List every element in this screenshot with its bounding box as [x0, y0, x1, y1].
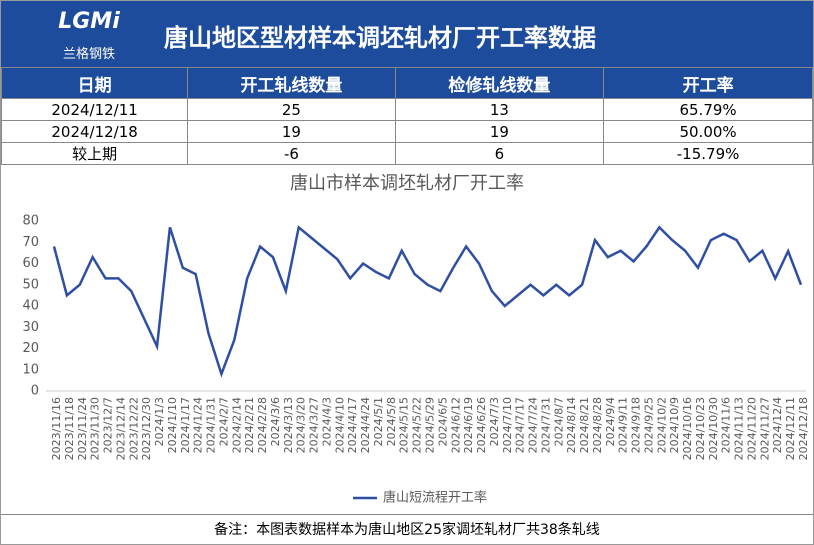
- y-tick-label: 40: [22, 299, 39, 314]
- x-tick-label: 2024/3/13: [282, 397, 295, 453]
- y-tick-label: 30: [22, 320, 39, 335]
- x-tick-label: 2024/5/22: [411, 397, 424, 453]
- cell: 19: [394, 120, 605, 143]
- x-tick-label: 2024/10/2: [655, 397, 668, 453]
- cell: 25: [187, 98, 396, 121]
- x-tick-label: 2023/11/16: [50, 397, 63, 460]
- x-tick-label: 2024/5/29: [424, 397, 437, 453]
- x-tick-label: 2024/12/11: [784, 397, 797, 460]
- x-tick-label: 2024/11/20: [745, 397, 758, 460]
- x-tick-label: 2024/8/21: [578, 397, 591, 453]
- x-tick-label: 2023/12/7: [102, 397, 115, 453]
- line: [52, 225, 803, 378]
- cell: 2024/12/11: [1, 98, 189, 121]
- y-tick-label: 80: [22, 214, 39, 229]
- x-tick-label: 2024/4/17: [346, 397, 359, 453]
- x-tick-label: 2024/1/17: [179, 397, 192, 453]
- note: 备注：本图表数据样本为唐山地区25家调坯轧材厂共38条轧线: [1, 514, 813, 544]
- x-tick-label: 2024/2/28: [256, 397, 269, 453]
- x-tick-label: 2024/11/13: [733, 397, 746, 460]
- x-tick-label: 2024/6/12: [449, 397, 462, 453]
- column-header: 开工率: [603, 67, 813, 99]
- y-tick-label: 0: [31, 384, 39, 399]
- x-tick-label: 2024/1/24: [192, 397, 205, 453]
- cell: 65.79%: [603, 98, 813, 121]
- cell: -6: [187, 142, 396, 165]
- x-tick-label: 2024/10/16: [681, 397, 694, 460]
- x-tick-label: 2024/3/6: [269, 397, 282, 446]
- header: LGMi 兰格钢铁 唐山地区型材样本调坯轧材厂开工率数据: [1, 1, 813, 67]
- x-tick-label: 2024/9/4: [604, 397, 617, 446]
- y-tick-label: 60: [22, 256, 39, 271]
- x-tick-label: 2023/11/24: [76, 397, 89, 460]
- x-tick-label: 2024/1/31: [205, 397, 218, 453]
- logo: LGMi: [58, 9, 120, 34]
- x-tick-label: 2024/12/18: [797, 397, 810, 460]
- x-tick-label: 2024/1/3: [153, 397, 166, 446]
- x-tick-label: 2024/1/10: [166, 397, 179, 453]
- x-tick-label: 2024/8/14: [565, 397, 578, 453]
- x-tick-label: 2023/11/30: [89, 397, 102, 460]
- x-tick-label: 2024/4/3: [320, 397, 333, 446]
- x-tick-label: 2023/12/22: [127, 397, 140, 460]
- x-tick-label: 2024/7/24: [527, 397, 540, 453]
- x-tick-label: 2024/7/17: [514, 397, 527, 453]
- page-title: 唐山地区型材样本调坯轧材厂开工率数据: [164, 24, 596, 52]
- cell: 13: [394, 98, 605, 121]
- cell: 2024/12/18: [1, 120, 189, 143]
- x-tick-label: 2024/2/7: [217, 397, 230, 446]
- cell: 6: [394, 142, 605, 165]
- x-tick-label: 2024/4/24: [359, 397, 372, 453]
- x-tick-label: 2024/4/10: [333, 397, 346, 453]
- x-tick-label: 2024/9/25: [642, 397, 655, 453]
- table: 日期 开工轧线数量 检修轧线数量 开工率 2024/12/11 25 13 65.79% 202…: [1, 67, 813, 165]
- x-tick-label: 2024/10/9: [668, 397, 681, 453]
- x-tick-label: 2024/9/11: [617, 397, 630, 453]
- y-tick-label: 70: [22, 235, 39, 250]
- x-tick-label: 2024/5/8: [385, 397, 398, 446]
- x-tick-label: 2023/12/14: [114, 397, 127, 460]
- x-tick-label: 2024/11/27: [758, 397, 771, 460]
- logo-sub: 兰格钢铁: [62, 47, 115, 62]
- x-tick-label: 2024/7/3: [488, 397, 501, 446]
- x-tick-label: 2024/11/6: [720, 397, 733, 453]
- x-tick-label: 2024/10/30: [707, 397, 720, 460]
- chart: 唐山市样本调坯轧材厂开工率 0 10 20 30 40 50 60 70 80 2023/11/1…: [22, 173, 810, 506]
- x-tick-label: 2024/7/10: [501, 397, 514, 453]
- x-tick-label: 2024/7/31: [539, 397, 552, 453]
- x-tick-label: 2024/12/4: [771, 397, 784, 453]
- x-tick-label: 2024/9/18: [630, 397, 643, 453]
- x-tick-label: 2024/2/14: [230, 397, 243, 453]
- x-tick-label: 2024/8/28: [591, 397, 604, 453]
- x-tick-label: 2024/2/21: [243, 397, 256, 453]
- cell: 50.00%: [603, 120, 813, 143]
- x-tick-label: 2023/11/18: [63, 397, 76, 460]
- column-header: 开工轧线数量: [187, 67, 396, 99]
- x-tick-label: 2024/6/26: [475, 397, 488, 453]
- y-tick-label: 20: [22, 341, 39, 356]
- x-tick-label: 2024/5/15: [398, 397, 411, 453]
- x-tick-label: 2024/8/7: [552, 397, 565, 446]
- legend-label: 唐山短流程开工率: [383, 490, 487, 506]
- x-tick-label: 2024/3/20: [295, 397, 308, 453]
- x-tick-label: 2024/10/23: [694, 397, 707, 460]
- x-tick-label: 2023/12/30: [140, 397, 153, 460]
- x-tick-label: 2024/6/19: [462, 397, 475, 453]
- chart-title: 唐山市样本调坯轧材厂开工率: [290, 173, 524, 194]
- cell: 较上期: [1, 142, 189, 165]
- x-tick-label: 2024/6/5: [436, 397, 449, 446]
- y-tick-label: 50: [22, 277, 39, 292]
- cell: -15.79%: [603, 142, 813, 165]
- cell: 19: [187, 120, 396, 143]
- x-tick-label: 2024/3/27: [308, 397, 321, 453]
- x-tick-label: 2024/5/1: [372, 397, 385, 446]
- column-header: 日期: [1, 67, 189, 99]
- y-tick-label: 10: [22, 362, 39, 377]
- column-header: 检修轧线数量: [394, 67, 605, 99]
